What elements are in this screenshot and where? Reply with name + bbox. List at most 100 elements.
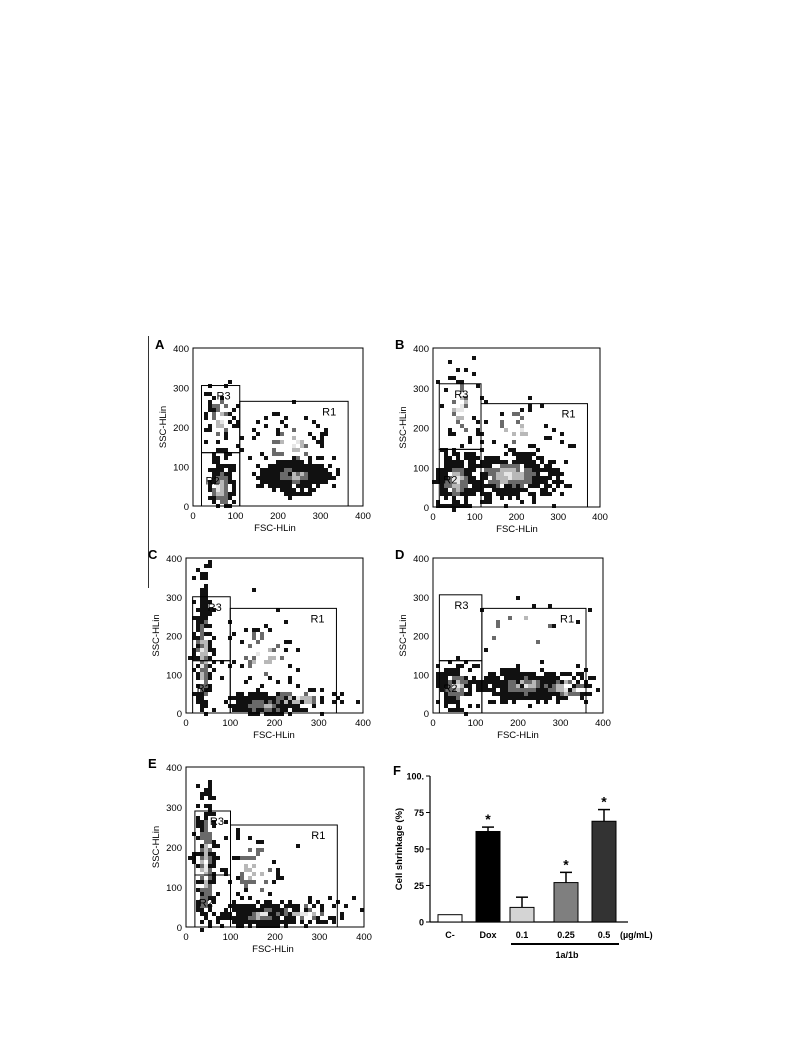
event-cell xyxy=(472,416,476,420)
event-cell xyxy=(548,476,552,480)
event-cell xyxy=(220,448,224,452)
event-cell xyxy=(548,464,552,468)
event-cell xyxy=(332,476,336,480)
event-cell xyxy=(480,476,484,480)
event-cell xyxy=(464,680,468,684)
event-cell xyxy=(236,704,240,708)
event-cell xyxy=(548,492,552,496)
event-cell xyxy=(220,868,224,872)
event-cell xyxy=(208,868,212,872)
event-cell xyxy=(456,480,460,484)
event-cell xyxy=(216,488,220,492)
event-cell xyxy=(580,692,584,696)
event-cell xyxy=(212,460,216,464)
event-cell xyxy=(288,904,292,908)
event-cell xyxy=(224,492,228,496)
event-cell xyxy=(204,660,208,664)
event-cell xyxy=(212,668,216,672)
event-cell xyxy=(236,912,240,916)
event-cell xyxy=(572,684,576,688)
event-cell xyxy=(316,424,320,428)
event-cell xyxy=(488,456,492,460)
event-cell xyxy=(288,460,292,464)
event-cell xyxy=(200,672,204,676)
event-cell xyxy=(208,624,212,628)
event-cell xyxy=(256,900,260,904)
event-cell xyxy=(436,480,440,484)
event-cell xyxy=(216,856,220,860)
event-cell xyxy=(452,468,456,472)
event-cell xyxy=(252,916,256,920)
event-cell xyxy=(280,460,284,464)
event-cell xyxy=(512,472,516,476)
event-cell xyxy=(264,920,268,924)
event-cell xyxy=(252,636,256,640)
event-cell xyxy=(436,684,440,688)
event-cell xyxy=(220,912,224,916)
event-cell xyxy=(520,676,524,680)
event-cell xyxy=(236,692,240,696)
event-cell xyxy=(556,684,560,688)
panel-letter: D xyxy=(395,547,404,562)
event-cell xyxy=(528,480,532,484)
event-cell xyxy=(312,464,316,468)
event-cell xyxy=(532,676,536,680)
event-cell xyxy=(304,484,308,488)
event-cell xyxy=(556,700,560,704)
event-cell xyxy=(288,488,292,492)
event-cell xyxy=(548,684,552,688)
event-cell xyxy=(208,400,212,404)
event-cell xyxy=(288,640,292,644)
event-cell xyxy=(448,680,452,684)
event-cell xyxy=(300,696,304,700)
event-cell xyxy=(212,860,216,864)
event-cell xyxy=(476,464,480,468)
event-cell xyxy=(200,832,204,836)
event-cell xyxy=(472,452,476,456)
unit-label: (µg/mL) xyxy=(620,930,653,940)
event-cell xyxy=(452,412,456,416)
event-cell xyxy=(276,412,280,416)
event-cell xyxy=(308,900,312,904)
x-tick-label: 200 xyxy=(509,512,525,523)
x-tick-label: 400 xyxy=(592,512,608,523)
event-cell xyxy=(520,692,524,696)
event-cell xyxy=(228,420,232,424)
event-cell xyxy=(200,588,204,592)
event-cell xyxy=(504,428,508,432)
event-cell xyxy=(552,680,556,684)
event-cell xyxy=(208,560,212,564)
event-cell xyxy=(524,488,528,492)
event-cell xyxy=(576,664,580,668)
event-cell xyxy=(444,700,448,704)
event-cell xyxy=(296,492,300,496)
event-cell xyxy=(288,916,292,920)
event-cell xyxy=(276,480,280,484)
event-cell xyxy=(504,452,508,456)
event-cell xyxy=(240,696,244,700)
event-cell xyxy=(512,680,516,684)
event-cell xyxy=(512,476,516,480)
event-cell xyxy=(284,700,288,704)
event-cell xyxy=(200,688,204,692)
event-cell xyxy=(492,460,496,464)
event-cell xyxy=(568,692,572,696)
event-cell xyxy=(204,656,208,660)
event-cell xyxy=(216,424,220,428)
event-cell xyxy=(256,908,260,912)
event-cell xyxy=(452,432,456,436)
event-cell xyxy=(560,684,564,688)
event-cell xyxy=(216,844,220,848)
event-cell xyxy=(448,360,452,364)
event-cell xyxy=(272,912,276,916)
event-cell xyxy=(340,912,344,916)
event-cell xyxy=(560,692,564,696)
y-tick-label: 300 xyxy=(166,803,182,814)
event-cell xyxy=(304,912,308,916)
event-cell xyxy=(220,916,224,920)
event-cell xyxy=(504,672,508,676)
y-tick-label: 0 xyxy=(424,709,429,720)
event-cell xyxy=(436,500,440,504)
event-cell xyxy=(512,676,516,680)
event-cell xyxy=(332,484,336,488)
